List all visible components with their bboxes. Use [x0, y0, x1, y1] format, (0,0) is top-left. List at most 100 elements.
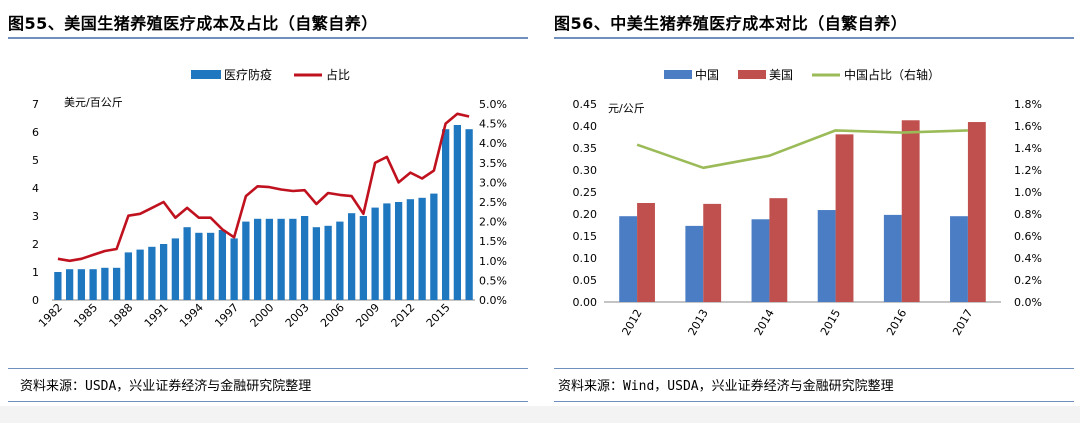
y-right-tick-label: 3.0% [479, 176, 507, 189]
line-china-share [636, 129, 968, 170]
y-right-tick-label: 0.4% [1014, 252, 1042, 265]
y-right-tick-label: 0.5% [479, 274, 507, 287]
figure-56-chart: 0.00 0.05 0.10 0.15 0.20 0.25 0.30 0.35 0.40 0.45… [573, 67, 1043, 338]
y-left-tick-label: 0.20 [573, 208, 598, 221]
source-rule [8, 368, 528, 369]
bar-medical-cost [277, 218, 285, 300]
y-unit-label: 美元/百公斤 [64, 96, 123, 109]
y-right-tick-label: 1.5% [479, 235, 507, 248]
bar-usa [835, 134, 854, 302]
legend-usa-swatch [738, 70, 766, 79]
x-tick-label: 2012 [389, 301, 418, 330]
y-right-tick-label: 0.0% [479, 294, 507, 307]
legend-bar-swatch [191, 70, 221, 79]
figure-55-title: 图55、美国生猪养殖医疗成本及占比（自繁自养） [8, 14, 378, 33]
y-left-tick-label: 2 [32, 238, 39, 251]
bar-medical-cost [418, 197, 426, 300]
bar-medical-cost [289, 218, 297, 300]
bar-usa [637, 203, 655, 302]
title-rule [554, 37, 1074, 39]
x-tick-label: 2015 [818, 307, 843, 338]
legend-china-label: 中国 [695, 67, 719, 82]
x-tick-label: 2012 [619, 307, 644, 338]
bar-medical-cost [77, 269, 86, 300]
y-unit-label: 元/公斤 [608, 102, 645, 115]
page-bottom-strip [0, 406, 1080, 423]
y-right-tick-label: 3.5% [479, 157, 507, 170]
y-right-tick-label: 1.6% [1014, 120, 1042, 133]
y-right-tick-label: 2.5% [479, 196, 507, 209]
bar-medical-cost [324, 225, 332, 300]
bar-medical-cost [54, 272, 62, 300]
x-tick-label: 1988 [107, 301, 136, 330]
bar-china [883, 214, 902, 302]
x-tick-label: 1994 [177, 301, 206, 330]
bar-usa [769, 198, 788, 302]
bar-medical-cost [347, 213, 356, 300]
y-left-tick-label: 0.30 [573, 164, 598, 177]
bar-china [619, 216, 638, 302]
y-left-tick-label: 6 [32, 126, 39, 139]
y-left-tick-label: 0 [32, 294, 39, 307]
bar-medical-cost [124, 252, 133, 300]
y-left-tick-label: 4 [32, 182, 39, 195]
legend-usa-label: 美国 [769, 68, 793, 82]
bar-medical-cost [171, 238, 180, 300]
x-tick-label: 2003 [283, 301, 312, 330]
bar-medical-cost [312, 227, 321, 300]
legend-china-swatch [664, 70, 692, 79]
x-tick-label: 2000 [248, 301, 277, 330]
bar-medical-cost [371, 207, 379, 300]
bottom-rule [8, 401, 528, 402]
bar-medical-cost [218, 230, 227, 300]
figure-55-source: 资料来源：USDA，兴业证券经济与金融研究院整理 [20, 379, 312, 394]
y-right-tick-label: 4.5% [479, 118, 507, 131]
source-rule [554, 368, 1074, 369]
bottom-rule [554, 401, 1074, 402]
x-tick-label: 2006 [318, 301, 347, 330]
y-right-tick-label: 4.0% [479, 137, 507, 150]
y-right-tick-label: 1.2% [1014, 164, 1042, 177]
bar-medical-cost [265, 218, 274, 300]
x-tick-label: 1997 [212, 301, 241, 330]
x-tick-label: 2009 [353, 301, 382, 330]
y-left-tick-label: 0.35 [573, 142, 598, 155]
x-tick-label: 2015 [424, 301, 453, 330]
bar-medical-cost [336, 221, 344, 300]
bar-usa [703, 203, 722, 302]
bar-medical-cost [65, 269, 74, 300]
bar-medical-cost [148, 246, 156, 300]
bar-medical-cost [112, 267, 121, 300]
legend-share-label: 中国占比（右轴） [844, 67, 940, 82]
y-left-tick-label: 0.40 [573, 120, 598, 133]
bar-china [751, 219, 770, 302]
x-tick-label: 2017 [950, 307, 975, 338]
x-tick-label: 2013 [686, 307, 711, 338]
x-tick-label: 1991 [142, 301, 171, 330]
figure-55-chart: 0 1 2 3 4 5 6 7 0.0% 0.5% 1.0% 1.5% 2.0% 2.5% 3.0% 3.5%… [32, 67, 507, 330]
bar-medical-cost [183, 227, 191, 300]
y-right-tick-label: 1.8% [1014, 98, 1042, 111]
y-right-tick-label: 0.6% [1014, 230, 1042, 243]
bar-medical-cost [359, 216, 368, 300]
bar-medical-cost [253, 218, 262, 300]
y-left-tick-label: 0.15 [573, 230, 598, 243]
y-left-tick-label: 0.05 [573, 274, 598, 287]
x-tick-label: 1985 [71, 301, 100, 330]
bar-medical-cost [465, 129, 473, 300]
bar-medical-cost [430, 193, 438, 300]
y-right-tick-label: 0.8% [1014, 208, 1042, 221]
figure-56-source: 资料来源：Wind，USDA，兴业证券经济与金融研究院整理 [558, 379, 894, 394]
bar-medical-cost [159, 244, 168, 300]
y-left-tick-label: 5 [32, 154, 39, 167]
legend-line-label: 占比 [326, 67, 350, 82]
figure-55-panel: 图55、美国生猪养殖医疗成本及占比（自繁自养） 0 1 2 3 4 5 6 7 0.0% 0.5%… [8, 14, 528, 402]
bar-china [817, 210, 836, 302]
bar-usa [967, 122, 986, 302]
bar-china [685, 225, 704, 302]
bar-medical-cost [101, 267, 109, 300]
y-left-tick-label: 3 [32, 210, 39, 223]
x-tick-label: 2014 [752, 307, 777, 338]
y-left-tick-label: 0.10 [573, 252, 598, 265]
bar-china [950, 216, 968, 302]
